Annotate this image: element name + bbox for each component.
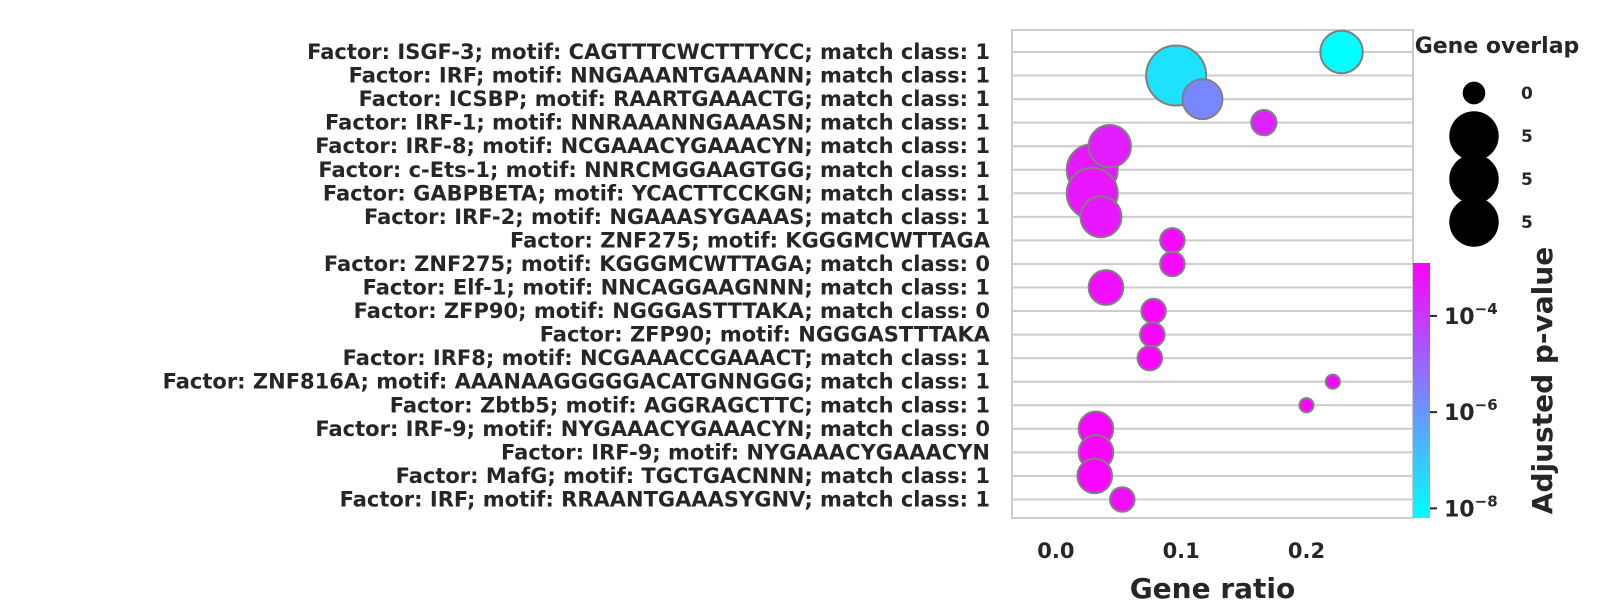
data-point <box>1087 269 1125 306</box>
colorbar-label: Adjusted p-value <box>1526 247 1559 514</box>
y-tick-label: Factor: ISGF-3; motif: CAGTTTCWCTTTYCC; … <box>307 40 990 64</box>
size-legend-title: Gene overlap <box>1415 34 1580 59</box>
y-tick-labels: Factor: ISGF-3; motif: CAGTTTCWCTTTYCC; … <box>163 40 991 511</box>
x-tick-label: 0.0 <box>1037 539 1074 563</box>
data-point <box>1159 250 1186 278</box>
size-legend-marker <box>1449 197 1499 247</box>
y-tick-label: Factor: Elf-1; motif: NNCAGGAAGNNN; matc… <box>363 276 990 300</box>
y-tick-label: Factor: GABPBETA; motif: YCACTTCCKGN; ma… <box>323 181 990 205</box>
x-axis-label: Gene ratio <box>1130 572 1296 605</box>
data-point <box>1319 29 1364 75</box>
size-legend-marker <box>1449 154 1499 204</box>
size-legend-label: 5 <box>1521 170 1533 190</box>
colorbar <box>1413 263 1430 518</box>
y-tick-label: Factor: c-Ets-1; motif: NNRCMGGAAGTGG; m… <box>318 158 990 182</box>
y-tick-label: Factor: IRF-2; motif: NGAAASYGAAAS; matc… <box>364 205 990 229</box>
data-point <box>1087 123 1132 169</box>
x-tick-label: 0.1 <box>1163 539 1200 563</box>
size-legend-label: 0 <box>1521 84 1533 104</box>
x-tick-label: 0.2 <box>1288 539 1325 563</box>
colorbar-tick-label: 10−6 <box>1444 396 1498 426</box>
colorbar-ticks: 10−4 10−6 10−8 <box>1430 300 1498 522</box>
data-point <box>1139 321 1166 348</box>
size-legend: 0 5 5 5 <box>1449 81 1533 247</box>
data-point <box>1159 227 1186 254</box>
y-tick-label: Factor: ICSBP; motif: RAARTGAAACTG; matc… <box>359 87 990 111</box>
data-point <box>1324 373 1341 390</box>
data-points <box>1065 29 1364 513</box>
data-point <box>1079 195 1123 239</box>
data-point <box>1298 397 1315 414</box>
y-tick-label: Factor: ZFP90; motif: NGGGASTTTAKA <box>540 323 991 347</box>
y-tick-label: Factor: IRF8; motif: NCGAAACCGAAACT; mat… <box>343 346 990 370</box>
y-tick-label: Factor: ZFP90; motif: NGGGASTTTAKA; matc… <box>354 299 990 323</box>
size-legend-label: 5 <box>1521 127 1533 147</box>
size-legend-marker <box>1449 111 1499 161</box>
y-tick-label: Factor: IRF-9; motif: NYGAAACYGAAACYN; m… <box>315 417 990 441</box>
y-tick-label: Factor: Zbtb5; motif: AGGRAGCTTC; match … <box>390 393 990 417</box>
y-tick-label: Factor: IRF; motif: RRAANTGAAASYGNV; mat… <box>340 487 990 511</box>
x-tick-labels: 0.0 0.1 0.2 <box>1037 539 1325 563</box>
y-tick-label: Factor: ZNF275; motif: KGGGMCWTTAGA <box>510 228 991 252</box>
grid-lines <box>1012 51 1413 501</box>
colorbar-tick-label: 10−8 <box>1444 492 1498 522</box>
colorbar-tick-label: 10−4 <box>1444 300 1498 330</box>
y-tick-label: Factor: IRF-1; motif: NNRAAANNGAAASN; ma… <box>325 111 990 135</box>
y-tick-label: Factor: ZNF816A; motif: AAANAAGGGGGACATG… <box>163 370 990 394</box>
y-tick-label: Factor: IRF-8; motif: NCGAAACYGAAACYN; m… <box>315 134 990 158</box>
y-tick-label: Factor: MafG; motif: TGCTGACNNN; match c… <box>396 464 990 488</box>
y-tick-label: Factor: IRF-9; motif: NYGAAACYGAAACYN <box>501 440 990 464</box>
y-tick-label: Factor: ZNF275; motif: KGGGMCWTTAGA; mat… <box>324 252 990 276</box>
data-point <box>1250 109 1278 137</box>
data-point <box>1076 457 1114 495</box>
data-point <box>1140 297 1167 325</box>
y-tick-label: Factor: IRF; motif: NNGAAANTGAAANN; matc… <box>349 64 990 88</box>
data-point <box>1109 486 1136 513</box>
data-point <box>1136 344 1164 372</box>
data-point <box>1181 78 1224 121</box>
size-legend-marker <box>1462 81 1486 105</box>
size-legend-label: 5 <box>1521 213 1533 233</box>
